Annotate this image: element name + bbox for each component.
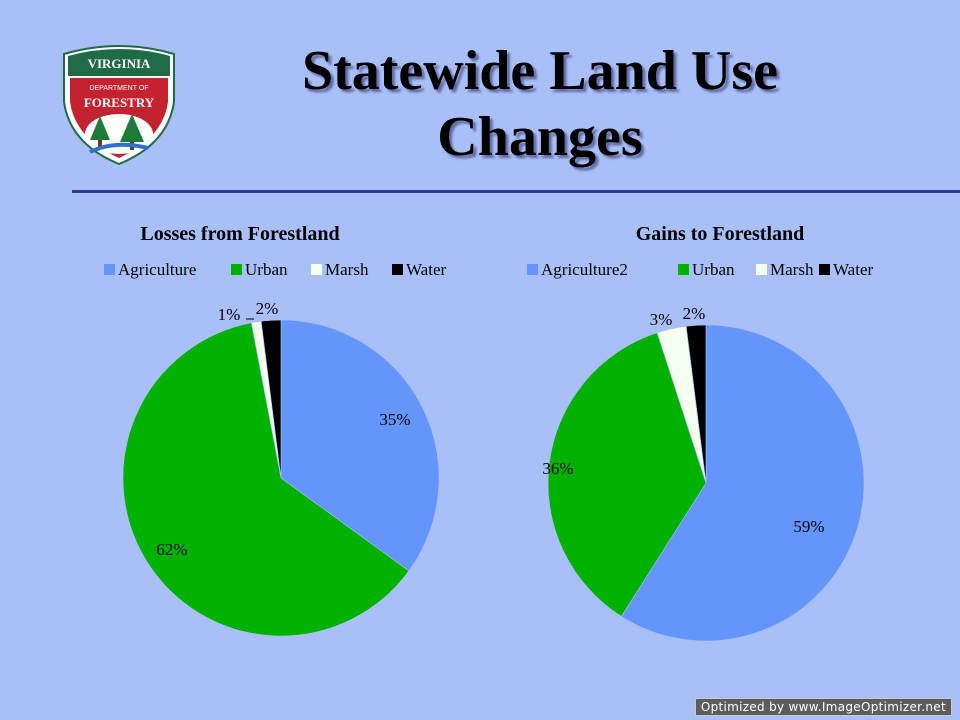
losses-pie-chart: Losses from Forestland Agriculture Urban Ma…	[0, 215, 480, 655]
losses-slice-urban	[122, 322, 410, 637]
gains-legend-swatch-marsh	[756, 264, 767, 275]
logo-top-text: VIRGINIA	[88, 56, 151, 71]
gains-legend-swatch-urban	[678, 264, 689, 275]
losses-legend-label-agriculture: Agriculture	[118, 260, 196, 279]
virginia-forestry-logo: VIRGINIA DEPARTMENT OF FORESTRY	[60, 40, 178, 166]
logo-middle-text: DEPARTMENT OF	[89, 85, 148, 92]
logo-bottom-text: FORESTRY	[84, 95, 155, 110]
title-divider	[72, 190, 960, 193]
gains-data-label-water: 2%	[683, 304, 706, 323]
gains-legend-label-urban: Urban	[692, 260, 735, 279]
watermark-badge: Optimized by www.ImageOptimizer.net	[694, 698, 952, 716]
gains-chart-title: Gains to Forestland	[636, 223, 805, 245]
losses-legend-swatch-urban	[231, 264, 242, 275]
losses-legend-label-marsh: Marsh	[325, 260, 369, 279]
losses-legend-label-urban: Urban	[245, 260, 288, 279]
gains-slice-urban	[547, 332, 707, 617]
losses-slice-agriculture	[280, 319, 440, 572]
slide-title-line-1: Statewide Land Use	[301, 40, 779, 102]
losses-legend-swatch-agriculture	[104, 264, 115, 275]
losses-data-label-marsh: 1%	[218, 305, 241, 324]
gains-legend-label-water: Water	[833, 260, 873, 279]
gains-legend-label-agriculture2: Agriculture2	[541, 260, 628, 279]
losses-chart-title: Losses from Forestland	[140, 223, 339, 245]
gains-slice-water	[685, 324, 707, 484]
gains-legend-swatch-agriculture2	[527, 264, 538, 275]
losses-data-label-urban: 62%	[156, 540, 187, 559]
losses-legend-label-water: Water	[406, 260, 446, 279]
losses-legend-swatch-marsh	[311, 264, 322, 275]
gains-legend-label-marsh: Marsh	[770, 260, 814, 279]
gains-data-label-agriculture2: 59%	[793, 517, 824, 536]
gains-pie-chart: Gains to Forestland Agriculture2 Urban Mars…	[480, 215, 960, 655]
gains-legend-swatch-water	[819, 264, 830, 275]
slide-title: Statewide Land Use Changes	[200, 38, 880, 170]
losses-data-label-water: 2%	[256, 299, 279, 318]
gains-data-label-marsh: 3%	[650, 310, 673, 329]
losses-slice-water	[260, 319, 282, 479]
slide-title-line-2: Changes	[437, 106, 643, 168]
losses-legend-swatch-water	[392, 264, 403, 275]
gains-slice-agriculture2	[620, 324, 865, 642]
gains-data-label-urban: 36%	[542, 459, 573, 478]
losses-data-label-agriculture: 35%	[379, 410, 410, 429]
